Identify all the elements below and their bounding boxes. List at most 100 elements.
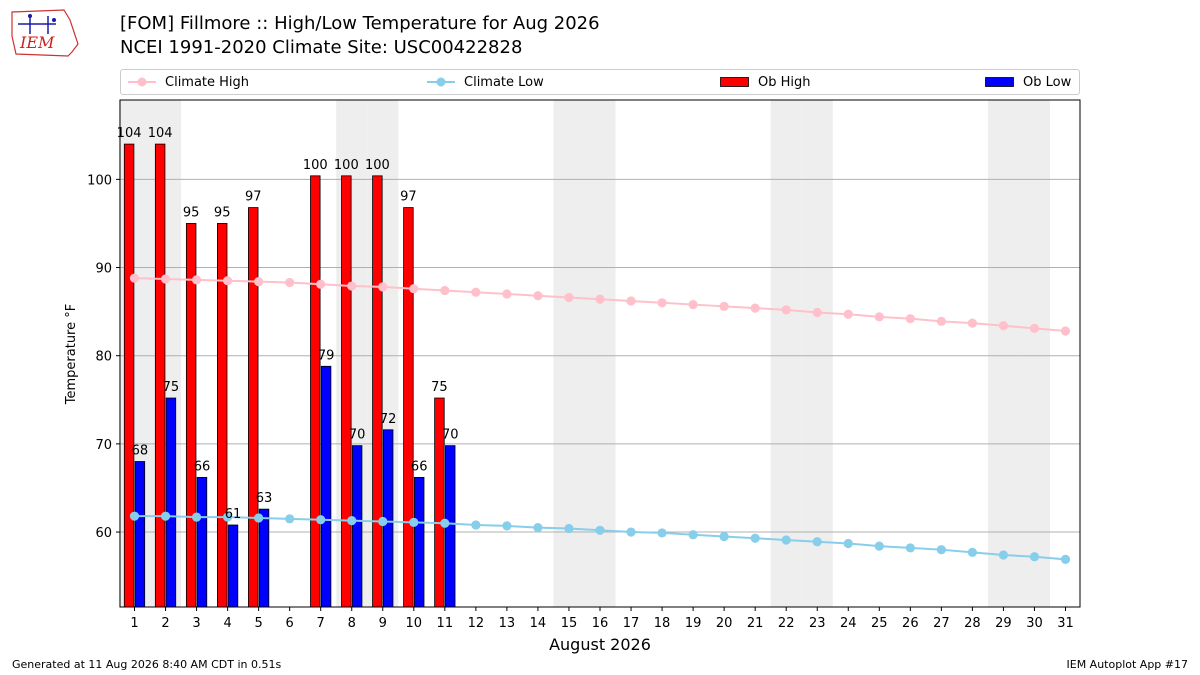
climate-high-point-day-9	[378, 282, 388, 292]
grid-lines	[120, 178, 1080, 533]
x-tick-label-20: 20	[716, 616, 733, 631]
ob-high-bar-day-5	[248, 207, 259, 608]
climate-low-point-day-31	[1060, 554, 1071, 564]
climate-high-point-day-2	[160, 274, 171, 284]
climate-low-point-day-5	[254, 513, 264, 523]
ob-low-label-day-10: 66	[411, 459, 428, 474]
climate-high-point-day-16	[595, 294, 605, 304]
ob-high-label-day-5: 97	[245, 190, 262, 205]
y-tick-label-100: 100	[87, 173, 112, 188]
ob-high-label-day-3: 95	[183, 205, 200, 220]
x-tick-label-3: 3	[192, 616, 200, 631]
x-tick-label-5: 5	[254, 616, 262, 631]
x-tick-label-27: 27	[933, 616, 950, 631]
chart-legend: Climate High Climate Low Ob High Ob Low	[120, 69, 1080, 95]
x-tick-label-1: 1	[130, 616, 138, 631]
ob-low-bar-day-8	[351, 445, 363, 608]
x-tick-label-6: 6	[286, 616, 294, 631]
legend-swatch-ob-low	[985, 77, 1014, 87]
x-tick-label-21: 21	[747, 616, 764, 631]
climate-high-point-day-1	[129, 273, 140, 283]
x-axis-label: August 2026	[549, 635, 651, 654]
weekend-shade-day-16	[584, 100, 616, 607]
ob-high-label-day-9: 100	[365, 158, 390, 173]
weekend-shading	[118, 100, 1050, 607]
ob-low-label-day-11: 70	[442, 428, 459, 443]
weekend-shade-day-22	[770, 100, 802, 607]
x-tick-label-29: 29	[995, 616, 1012, 631]
climate-low-point-day-19	[688, 530, 698, 540]
weekend-shade-day-29	[987, 100, 1019, 607]
y-tick-label-80: 80	[95, 350, 112, 365]
climate-high-point-day-10	[409, 284, 419, 294]
ob-low-label-day-1: 68	[132, 444, 149, 459]
x-tick-label-7: 7	[317, 616, 325, 631]
climate-low-point-day-24	[843, 538, 853, 549]
legend-label-ob-high: Ob High	[758, 74, 811, 90]
climate-low-point-day-9	[378, 516, 388, 527]
climate-low-point-day-11	[440, 518, 450, 528]
ob-low-bar-day-5	[258, 508, 270, 608]
climate-low-point-day-13	[502, 521, 512, 531]
climate-low-point-day-22	[781, 535, 791, 545]
x-tick-label-14: 14	[530, 616, 547, 631]
x-tick-label-26: 26	[902, 616, 919, 631]
ob-high-bar-day-1	[123, 143, 135, 608]
x-tick-label-9: 9	[379, 616, 387, 631]
climate-low-point-day-17	[626, 527, 636, 537]
weekend-shade-day-30	[1018, 100, 1050, 607]
x-tick-label-28: 28	[964, 616, 981, 631]
climate-high-point-day-19	[688, 299, 698, 310]
ob-low-bar-day-2	[165, 397, 177, 608]
climate-high-point-day-21	[750, 303, 760, 313]
x-tick-label-12: 12	[468, 616, 485, 631]
app-id: IEM Autoplot App #17	[1066, 658, 1189, 671]
climate-low-point-day-6	[285, 514, 295, 524]
climate-high-point-day-6	[285, 277, 295, 288]
y-tick-label-60: 60	[95, 526, 112, 541]
ob-low-label-day-2: 75	[163, 380, 180, 395]
chart-subtitle: NCEI 1991-2020 Climate Site: USC00422828	[120, 37, 523, 58]
ob-high-label-day-10: 97	[400, 190, 417, 205]
climate-high-point-day-22	[781, 305, 791, 315]
climate-low-point-day-2	[160, 511, 171, 521]
climate-high-point-day-20	[719, 301, 729, 311]
climate-low-point-day-10	[409, 517, 419, 527]
bars	[123, 143, 456, 608]
legend-marker-climate-low	[427, 77, 455, 87]
climate-low-point-day-4	[223, 512, 233, 522]
chart-title: [FOM] Fillmore :: High/Low Temperature f…	[120, 13, 600, 34]
ob-high-label-day-2: 104	[148, 126, 173, 141]
x-tick-label-18: 18	[654, 616, 671, 631]
climate-low-point-day-16	[595, 525, 605, 535]
climate-low-point-day-27	[936, 545, 946, 555]
x-tick-label-17: 17	[623, 616, 640, 631]
climate-high-point-day-7	[316, 279, 326, 289]
ob-high-label-day-8: 100	[334, 158, 359, 173]
x-tick-label-22: 22	[778, 616, 795, 631]
ob-low-label-day-4: 61	[225, 507, 242, 522]
climate-low-point-day-1	[129, 511, 140, 521]
climate-high-point-day-11	[440, 285, 450, 296]
climate-high-point-day-24	[843, 309, 853, 319]
climate-low-point-day-20	[719, 531, 729, 542]
climate-low-point-day-15	[564, 523, 574, 534]
legend-label-ob-low: Ob Low	[1023, 74, 1072, 90]
iem-logo: IEM	[11, 9, 79, 57]
weekend-shade-day-9	[367, 100, 399, 607]
ob-low-bar-day-3	[196, 476, 208, 608]
climate-high-point-day-23	[812, 307, 822, 318]
climate-high-point-day-17	[626, 296, 636, 306]
ob-high-label-day-11: 75	[431, 380, 448, 395]
climate-low-point-day-12	[471, 520, 481, 530]
legend-item-climate-low: Climate Low	[426, 70, 544, 94]
x-tick-label-23: 23	[809, 616, 826, 631]
x-tick-label-19: 19	[685, 616, 702, 631]
x-tick-label-30: 30	[1026, 616, 1043, 631]
climate-high-point-day-29	[998, 321, 1009, 331]
x-tick-label-31: 31	[1057, 616, 1074, 631]
climate-high-point-day-26	[905, 314, 915, 324]
ob-high-label-day-4: 95	[214, 205, 231, 220]
weekend-shade-day-1	[118, 100, 151, 607]
climate-high-point-day-12	[471, 287, 481, 297]
